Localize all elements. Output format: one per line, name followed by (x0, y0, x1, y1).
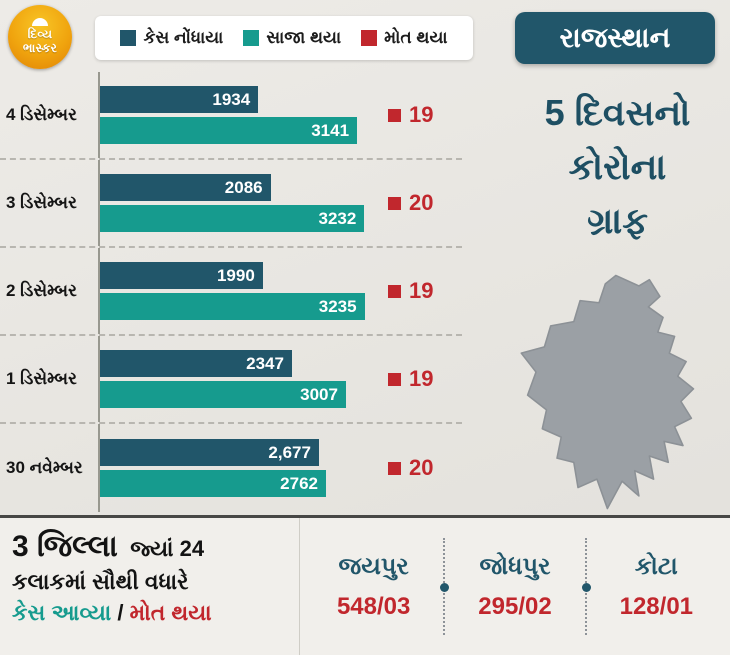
bar-value-label: 3235 (318, 296, 357, 316)
chart-row: 4 ડિસેમ્બર 1934 3141 19 (0, 72, 462, 160)
date-label: 30 નવેમ્બર (6, 458, 83, 477)
death-count: 19 (409, 366, 434, 391)
chart-rows: 4 ડિસેમ્બર 1934 3141 19 3 ડિસેમ્બર 2086 3232 20… (0, 72, 462, 512)
date-label: 2 ડિસેમ્બર (6, 281, 77, 300)
death-indicator: 19 (370, 278, 433, 304)
recovered-bar: 3141 (100, 117, 358, 144)
death-count: 20 (409, 455, 434, 480)
chart-legend: કેસ નોંધાયા સાજા થયા મોત થયા (95, 16, 473, 60)
cases-bar: 1934 (100, 86, 259, 113)
district-value: 548/03 (336, 592, 411, 620)
bar-value-label: 3007 (300, 384, 338, 404)
legend-label: સાજા થયા (266, 28, 342, 47)
panel-title-line3: ગ્રાફ (587, 200, 648, 241)
headline-line1: 3 જિલ્લા જ્યાં 24 (12, 530, 291, 564)
bar-group: 2,677 2762 (98, 424, 370, 512)
headline-big: 3 જિલ્લા (12, 530, 118, 563)
date-label: 3 ડિસેમ્બર (6, 193, 77, 212)
death-marker-square (388, 108, 401, 122)
death-count: 20 (409, 190, 434, 215)
death-marker-square (388, 372, 401, 386)
panel-title-line1: 5 દિવસનો (544, 92, 691, 133)
legend-item: કેસ નોંધાયા (120, 28, 223, 48)
legend-item: સાજા થયા (243, 28, 341, 48)
state-title-badge: રાજસ્થાન (515, 12, 715, 64)
chart-row: 30 નવેમ્બર 2,677 2762 20 (0, 424, 462, 512)
headline-rest: જ્યાં 24 (130, 536, 205, 561)
logo-text-line2: ભાસ્કર (22, 41, 58, 55)
death-count: 19 (409, 102, 434, 127)
bar-value-label: 2347 (246, 353, 284, 373)
legend-item: મોત થયા (361, 28, 448, 48)
chart-row: 1 ડિસેમ્બર 2347 3007 19 (0, 336, 462, 424)
date-label: 4 ડિસેમ્બર (6, 105, 77, 124)
district-separator (581, 538, 591, 635)
district-separator (440, 538, 450, 635)
death-indicator: 20 (370, 190, 433, 216)
district-name: જોધપુર (479, 552, 551, 580)
headline-separator: / (111, 600, 130, 625)
bar-value-label: 2762 (280, 473, 318, 493)
headline-line3: કેસ આવ્યા / મોત થયા (12, 600, 291, 626)
bar-value-label: 3232 (318, 208, 357, 228)
recovered-bar: 3235 (100, 293, 365, 320)
legend-color-square (243, 30, 260, 46)
recovered-bar: 3232 (100, 205, 365, 232)
logo-text-line1: દિવ્ય (27, 27, 53, 42)
headline-cases-label: કેસ આવ્યા (12, 600, 112, 625)
bar-value-label: 1934 (212, 89, 251, 109)
state-title: રાજસ્થાન (559, 21, 671, 53)
legend-label: કેસ નોંધાયા (143, 28, 224, 47)
bar-value-label: 1990 (216, 265, 255, 285)
date-label: 1 ડિસેમ્બર (6, 369, 77, 388)
district-item: જોધપુર 295/02 (445, 530, 584, 643)
death-marker-square (388, 196, 401, 210)
cases-bar: 2086 (100, 174, 271, 201)
district-value: 295/02 (478, 592, 552, 620)
recovered-bar: 3007 (100, 381, 346, 408)
death-marker-square (388, 461, 401, 475)
bottom-strip: 3 જિલ્લા જ્યાં 24 કલાકમાં સૌથી વધારે કેસ… (0, 515, 730, 655)
cases-bar: 2347 (100, 350, 292, 377)
panel-title-line2: કોરોના (568, 146, 667, 187)
cases-bar: 2,677 (100, 439, 319, 466)
district-item: જયપુર 548/03 (304, 530, 443, 643)
headline-line2: કલાકમાં સૌથી વધારે (12, 569, 189, 594)
bar-group: 2347 3007 (98, 336, 370, 422)
rajasthan-map (515, 268, 725, 516)
bar-group: 2086 3232 (98, 160, 370, 246)
right-panel: રાજસ્થાન 5 દિવસનો કોરોના ગ્રાફ (505, 0, 730, 515)
sun-icon (32, 18, 48, 27)
panel-title: 5 દિવસનો કોરોના ગ્રાફ (505, 86, 730, 248)
death-indicator: 19 (370, 102, 433, 128)
chart-row: 2 ડિસેમ્બર 1990 3235 19 (0, 248, 462, 336)
cases-bar: 1990 (100, 262, 263, 289)
death-indicator: 20 (370, 455, 433, 481)
death-count: 19 (409, 278, 434, 303)
district-name: જયપુર (338, 552, 409, 580)
recovered-bar: 2762 (100, 470, 326, 497)
bottom-headline: 3 જિલ્લા જ્યાં 24 કલાકમાં સૌથી વધારે કેસ… (0, 518, 300, 655)
bar-value-label: 2,677 (268, 442, 311, 462)
death-indicator: 19 (370, 366, 433, 392)
bar-group: 1934 3141 (98, 72, 370, 158)
legend-color-square (120, 30, 137, 46)
headline-deaths-label: મોત થયા (129, 600, 212, 625)
rajasthan-map-svg (520, 274, 695, 510)
death-marker-square (388, 284, 401, 298)
legend-color-square (361, 30, 378, 46)
districts: જયપુર 548/03 જોધપુર 295/02 કોટા 128/01 (300, 518, 730, 655)
bar-group: 1990 3235 (98, 248, 370, 334)
legend-label: મોત થયા (384, 28, 448, 47)
district-name: કોટા (634, 552, 678, 580)
bar-value-label: 3141 (311, 120, 350, 140)
divya-bhaskar-logo: દિવ્ય ભાસ્કર (8, 5, 72, 69)
bar-value-label: 2086 (224, 177, 263, 197)
district-item: કોટા 128/01 (587, 530, 726, 643)
district-value: 128/01 (619, 592, 694, 620)
chart-row: 3 ડિસેમ્બર 2086 3232 20 (0, 160, 462, 248)
